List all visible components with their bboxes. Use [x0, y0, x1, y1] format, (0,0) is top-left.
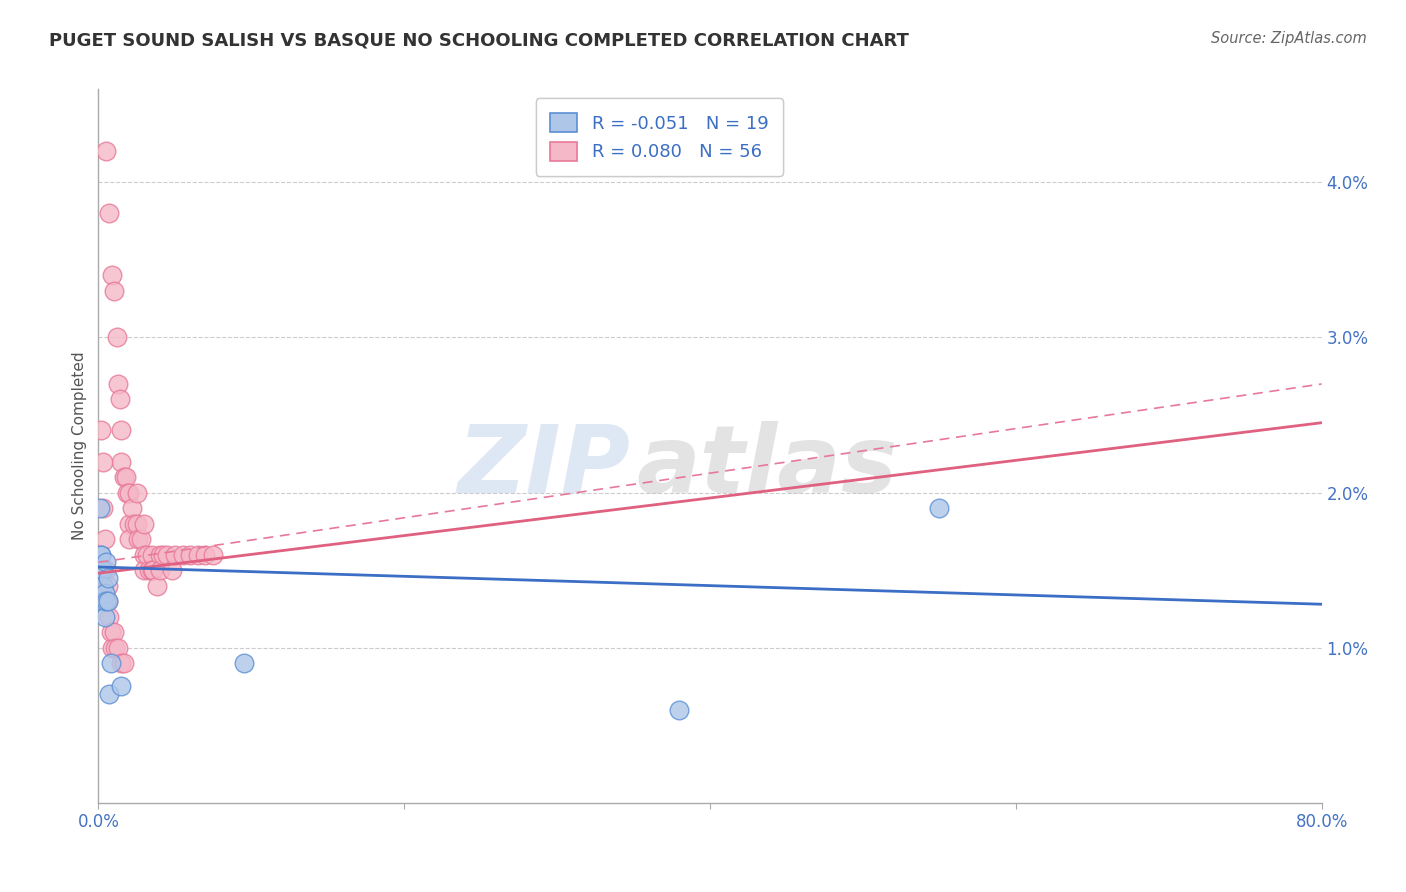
Point [118, 532, 141, 546]
Y-axis label: No Schooling Completed: No Schooling Completed [72, 351, 87, 541]
Point [112, 470, 135, 484]
Point [100, 656, 122, 670]
Point [134, 548, 156, 562]
Point [100, 625, 122, 640]
Point [90, 563, 112, 577]
Point [91, 454, 114, 468]
Point [112, 656, 135, 670]
Point [172, 548, 194, 562]
Point [94, 145, 117, 159]
Text: Source: ZipAtlas.com: Source: ZipAtlas.com [1211, 31, 1367, 46]
Point [117, 485, 139, 500]
Point [928, 501, 950, 516]
Text: PUGET SOUND SALISH VS BASQUE NO SCHOOLING COMPLETED CORRELATION CHART: PUGET SOUND SALISH VS BASQUE NO SCHOOLIN… [49, 31, 910, 49]
Point [149, 548, 172, 562]
Point [91, 501, 114, 516]
Point [136, 548, 159, 562]
Point [91, 579, 114, 593]
Point [107, 640, 129, 655]
Point [134, 563, 156, 577]
Point [90, 424, 112, 438]
Point [179, 548, 201, 562]
Point [115, 470, 138, 484]
Point [98, 206, 121, 220]
Point [107, 376, 129, 391]
Point [149, 563, 172, 577]
Point [97, 571, 120, 585]
Point [94, 563, 117, 577]
Point [94, 555, 117, 569]
Point [110, 424, 132, 438]
Point [103, 625, 125, 640]
Point [163, 548, 186, 562]
Point [110, 680, 132, 694]
Legend: R = -0.051   N = 19, R = 0.080   N = 56: R = -0.051 N = 19, R = 0.080 N = 56 [536, 98, 783, 176]
Point [90, 548, 112, 562]
Point [97, 579, 120, 593]
Point [90, 548, 112, 562]
Point [97, 594, 120, 608]
Text: ZIP: ZIP [457, 421, 630, 514]
Point [122, 516, 145, 531]
Point [118, 485, 141, 500]
Point [127, 532, 149, 546]
Point [142, 563, 165, 577]
Point [91, 594, 114, 608]
Point [232, 656, 254, 670]
Point [110, 454, 132, 468]
Point [187, 548, 209, 562]
Point [89, 501, 111, 516]
Point [129, 532, 152, 546]
Point [202, 548, 225, 562]
Point [98, 609, 121, 624]
Point [94, 594, 117, 608]
Point [145, 579, 167, 593]
Point [141, 563, 163, 577]
Point [101, 640, 124, 655]
Point [152, 548, 174, 562]
Point [98, 687, 121, 701]
Point [125, 516, 148, 531]
Point [118, 516, 141, 531]
Point [110, 656, 132, 670]
Point [156, 548, 179, 562]
Point [101, 268, 124, 283]
Point [108, 392, 131, 407]
Point [141, 548, 163, 562]
Point [125, 485, 148, 500]
Point [134, 516, 156, 531]
Text: atlas: atlas [637, 421, 898, 514]
Point [160, 563, 183, 577]
Point [194, 548, 217, 562]
Point [93, 609, 115, 624]
Point [93, 532, 115, 546]
Point [93, 586, 115, 600]
Point [668, 703, 690, 717]
Point [138, 563, 160, 577]
Point [91, 563, 114, 577]
Point [103, 284, 125, 298]
Point [121, 501, 143, 516]
Point [105, 330, 128, 344]
Point [104, 640, 127, 655]
Point [97, 594, 120, 608]
